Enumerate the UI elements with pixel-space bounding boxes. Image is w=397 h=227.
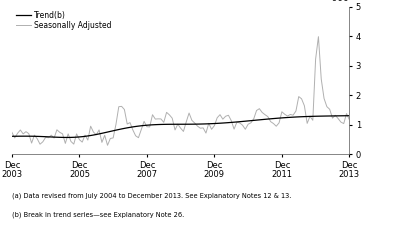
Text: (a) Data revised from July 2004 to December 2013. See Explanatory Notes 12 & 13.: (a) Data revised from July 2004 to Decem… <box>12 193 291 200</box>
Text: (b) Break in trend series—see Explanatory Note 26.: (b) Break in trend series—see Explanator… <box>12 211 184 218</box>
Text: '000: '000 <box>330 0 349 3</box>
Legend: Trend(b), Seasonally Adjusted: Trend(b), Seasonally Adjusted <box>16 11 112 30</box>
